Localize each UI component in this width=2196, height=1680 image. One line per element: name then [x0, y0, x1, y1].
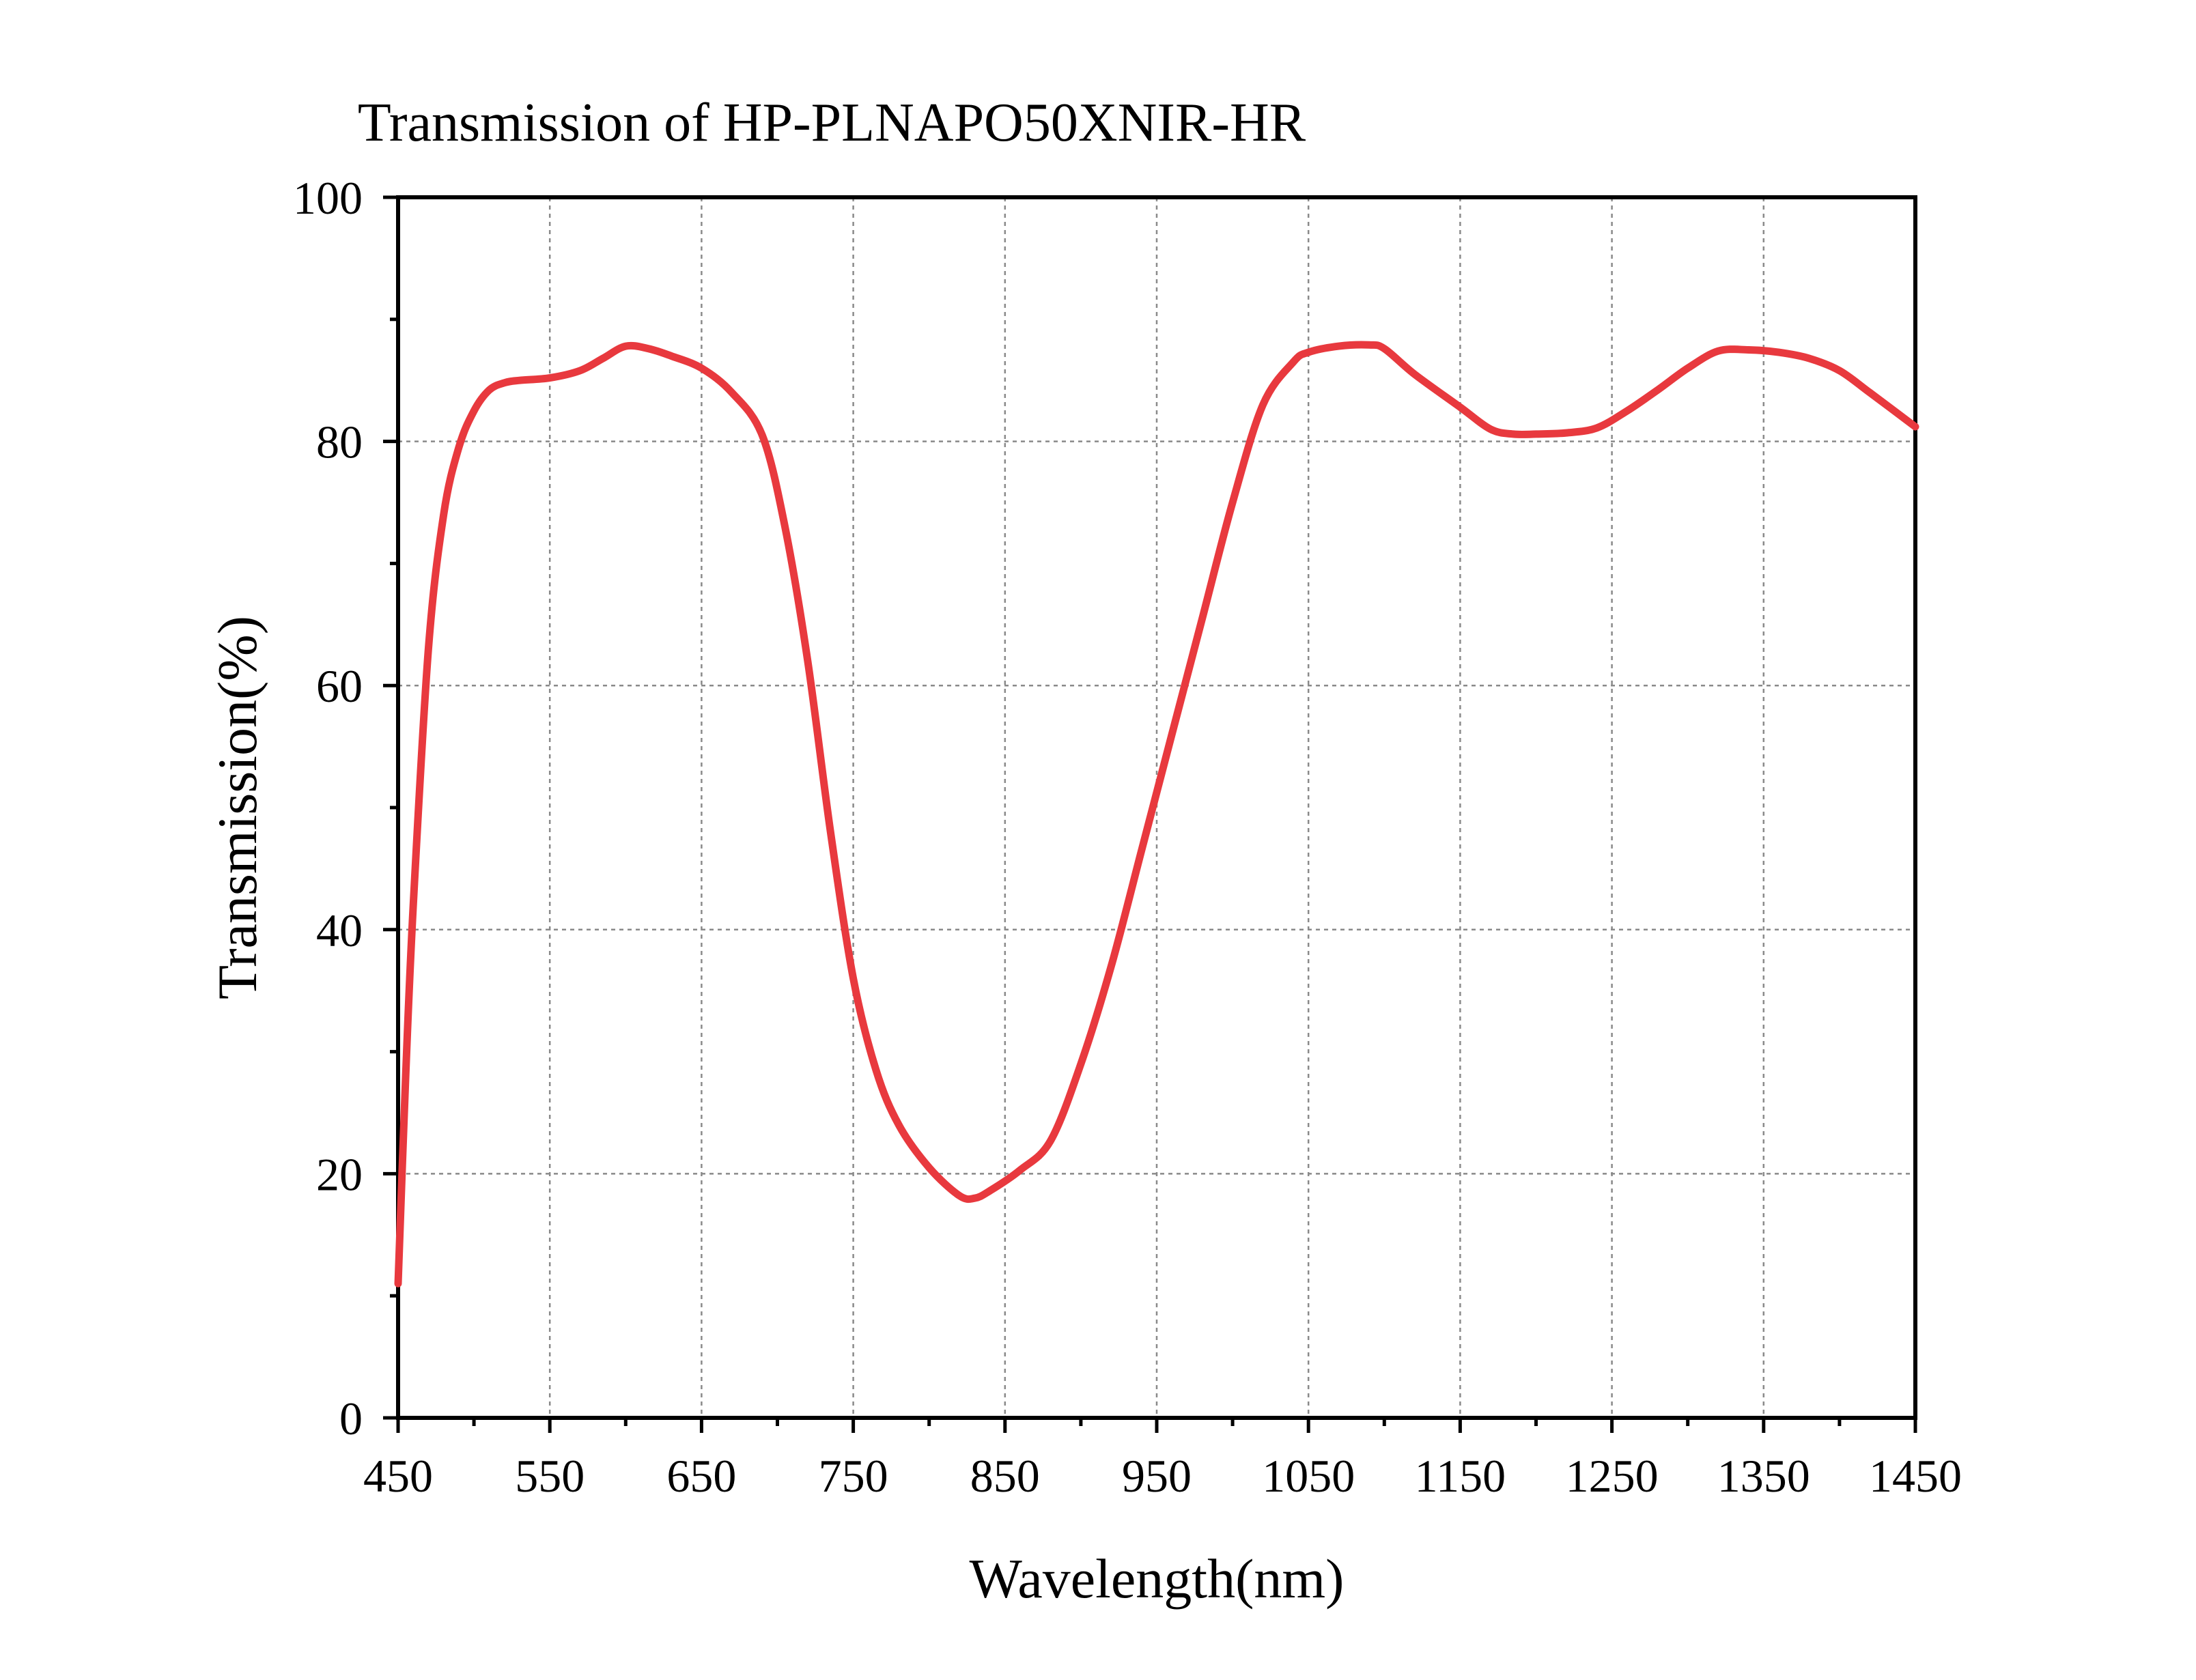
y-tick-label: 100 — [293, 172, 363, 224]
y-tick-label: 80 — [316, 416, 363, 468]
series-layer — [394, 341, 1919, 1287]
x-tick-label: 850 — [970, 1450, 1040, 1502]
chart-title: Transmission of HP-PLNAPO50XNIR-HR — [358, 93, 1306, 153]
x-tick-label: 450 — [363, 1450, 433, 1502]
x-tick-label: 650 — [666, 1450, 736, 1502]
x-tick-label: 1450 — [1869, 1450, 1962, 1502]
x-tick-label: 1250 — [1566, 1450, 1659, 1502]
y-tick-label: 40 — [316, 905, 363, 956]
x-tick-label: 950 — [1122, 1450, 1192, 1502]
x-tick-label: 750 — [819, 1450, 888, 1502]
x-tick-labels: 450 550 650 750 850 950 1050 1150 1250 1350 1450 — [363, 1450, 1962, 1502]
y-tick-label: 60 — [316, 660, 363, 712]
x-tick-label: 1050 — [1262, 1450, 1355, 1502]
x-tick-label: 1150 — [1415, 1450, 1506, 1502]
x-tick-label: 550 — [515, 1450, 585, 1502]
x-axis-label: Wavelength(nm) — [970, 1548, 1345, 1610]
y-tick-labels: 0 20 40 60 80 100 — [293, 172, 363, 1444]
axis-ticks — [383, 195, 1917, 1433]
transmission-line — [394, 341, 1919, 1287]
y-tick-label: 0 — [339, 1393, 363, 1444]
grid-lines — [398, 197, 1915, 1418]
x-tick-label: 1350 — [1717, 1450, 1810, 1502]
y-tick-label: 20 — [316, 1148, 363, 1200]
y-axis-label: Transmission(%) — [206, 616, 268, 999]
